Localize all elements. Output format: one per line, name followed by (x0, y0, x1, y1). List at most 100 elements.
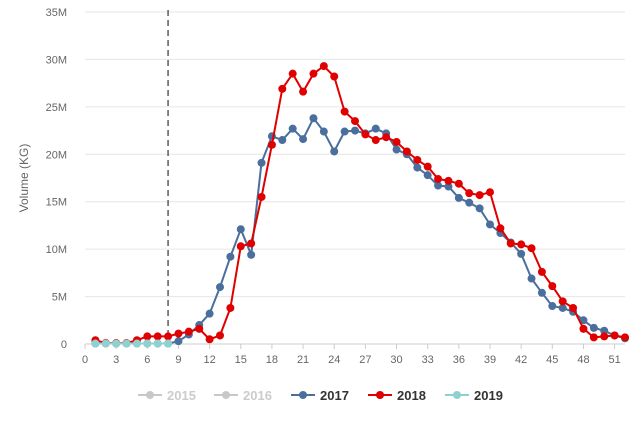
data-point-2017[interactable] (558, 303, 567, 312)
data-point-2018[interactable] (216, 331, 224, 340)
data-point-2018[interactable] (153, 332, 162, 341)
data-point-2019[interactable] (153, 339, 162, 348)
data-point-2018[interactable] (444, 176, 453, 185)
y-tick-label: 30M (46, 54, 67, 66)
data-point-2018[interactable] (454, 179, 463, 188)
data-point-2017[interactable] (288, 124, 297, 133)
data-point-2017[interactable] (589, 323, 598, 332)
data-point-2018[interactable] (288, 69, 297, 78)
data-point-2018[interactable] (392, 137, 401, 146)
data-point-2019[interactable] (164, 339, 173, 348)
data-point-2018[interactable] (361, 130, 370, 139)
data-point-2018[interactable] (247, 239, 256, 248)
data-point-2017[interactable] (444, 182, 453, 191)
data-point-2018[interactable] (621, 333, 629, 342)
data-point-2017[interactable] (413, 163, 422, 172)
data-point-2019[interactable] (122, 339, 131, 348)
data-point-2019[interactable] (101, 339, 110, 348)
data-point-2017[interactable] (299, 135, 308, 144)
legend-item-2015[interactable]: 2015 (138, 388, 196, 403)
legend-label-2015: 2015 (167, 388, 196, 403)
data-point-2018[interactable] (205, 335, 214, 344)
data-point-2019[interactable] (91, 339, 100, 348)
data-point-2018[interactable] (610, 331, 619, 340)
data-point-2017[interactable] (309, 114, 318, 123)
data-point-2018[interactable] (330, 72, 339, 81)
legend-item-2017[interactable]: 2017 (291, 388, 349, 403)
data-point-2017[interactable] (216, 283, 224, 292)
legend-label-2017: 2017 (320, 388, 349, 403)
data-point-2018[interactable] (423, 162, 432, 171)
data-point-2017[interactable] (454, 193, 463, 202)
data-point-2018[interactable] (309, 69, 318, 78)
data-point-2018[interactable] (174, 329, 183, 338)
data-point-2018[interactable] (257, 192, 266, 201)
data-point-2017[interactable] (351, 126, 359, 135)
x-tick-label: 15 (235, 354, 247, 366)
data-point-2017[interactable] (226, 252, 235, 261)
data-point-2017[interactable] (278, 136, 287, 145)
data-point-2018[interactable] (475, 191, 484, 200)
data-point-2019[interactable] (112, 339, 121, 348)
data-point-2018[interactable] (143, 332, 152, 341)
data-point-2018[interactable] (600, 332, 609, 341)
data-point-2017[interactable] (465, 198, 474, 207)
data-point-2018[interactable] (579, 324, 588, 333)
data-point-2018[interactable] (226, 303, 235, 312)
data-point-2018[interactable] (434, 174, 443, 183)
legend-item-2019[interactable]: 2019 (445, 388, 503, 403)
data-point-2018[interactable] (527, 244, 536, 253)
data-point-2017[interactable] (579, 316, 588, 325)
data-point-2017[interactable] (527, 274, 536, 283)
data-point-2017[interactable] (548, 302, 557, 311)
legend-item-2018[interactable]: 2018 (368, 388, 426, 403)
data-point-2018[interactable] (496, 224, 505, 233)
data-point-2017[interactable] (236, 225, 245, 234)
data-point-2017[interactable] (257, 158, 266, 167)
data-point-2017[interactable] (475, 204, 484, 213)
data-point-2017[interactable] (486, 220, 494, 229)
data-point-2018[interactable] (558, 297, 567, 306)
data-point-2018[interactable] (589, 333, 598, 342)
data-point-2018[interactable] (465, 189, 474, 198)
data-point-2018[interactable] (486, 188, 494, 197)
data-point-2017[interactable] (330, 147, 339, 156)
data-point-2019[interactable] (132, 339, 141, 348)
data-point-2018[interactable] (340, 107, 349, 116)
data-point-2018[interactable] (413, 155, 422, 164)
data-point-2018[interactable] (319, 62, 328, 71)
data-point-2018[interactable] (371, 136, 380, 145)
data-point-2018[interactable] (517, 240, 526, 249)
data-point-2018[interactable] (236, 242, 245, 251)
data-point-2017[interactable] (392, 145, 401, 154)
data-point-2018[interactable] (402, 147, 411, 156)
data-point-2017[interactable] (205, 309, 214, 318)
y-axis-title: Volume (KG) (17, 144, 31, 213)
data-point-2017[interactable] (371, 124, 380, 133)
legend[interactable]: 2015 2016 2017 2018 2019 (138, 388, 503, 403)
data-point-2017[interactable] (174, 337, 183, 346)
data-point-2017[interactable] (517, 249, 526, 258)
legend-item-2016[interactable]: 2016 (214, 388, 272, 403)
data-point-2018[interactable] (184, 327, 193, 336)
y-tick-label: 0 (61, 339, 67, 351)
data-point-2018[interactable] (164, 332, 173, 341)
data-point-2017[interactable] (434, 181, 443, 190)
data-point-2018[interactable] (569, 303, 578, 312)
data-point-2017[interactable] (247, 250, 256, 259)
data-point-2018[interactable] (351, 117, 359, 126)
data-point-2018[interactable] (537, 267, 546, 276)
data-point-2018[interactable] (506, 239, 515, 248)
data-point-2018[interactable] (278, 84, 287, 93)
data-point-2018[interactable] (299, 87, 308, 96)
data-point-2017[interactable] (600, 326, 609, 335)
data-point-2019[interactable] (143, 339, 152, 348)
data-point-2018[interactable] (548, 282, 557, 291)
data-point-2017[interactable] (423, 171, 432, 180)
data-point-2018[interactable] (267, 140, 276, 149)
data-point-2017[interactable] (319, 127, 328, 136)
data-point-2017[interactable] (537, 288, 546, 297)
data-point-2018[interactable] (195, 324, 204, 333)
data-point-2017[interactable] (340, 127, 349, 136)
data-point-2018[interactable] (382, 133, 391, 142)
